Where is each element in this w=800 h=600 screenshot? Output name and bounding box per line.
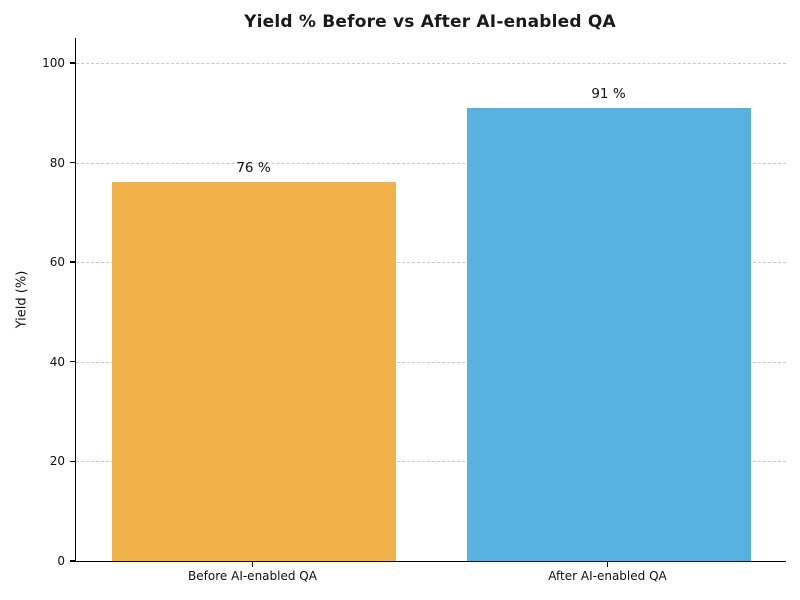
bar-before-ai-enabled-qa xyxy=(111,182,396,561)
y-tick-mark xyxy=(70,560,75,562)
bar-after-ai-enabled-qa xyxy=(466,107,751,561)
x-tick-mark xyxy=(606,562,609,567)
x-tick-label: After AI-enabled QA xyxy=(548,569,667,583)
bar-value-label: 76 % xyxy=(236,160,271,177)
y-tick-label: 0 xyxy=(57,554,65,568)
y-tick-label: 80 xyxy=(49,155,65,170)
gridline xyxy=(76,62,786,64)
plot-area: 76 % 91 % xyxy=(75,38,786,562)
y-tick-label: 20 xyxy=(49,454,65,469)
y-tick-mark xyxy=(70,361,75,363)
y-tick-label: 100 xyxy=(42,55,65,70)
x-tick-mark xyxy=(251,562,254,567)
x-tick-label: Before AI-enabled QA xyxy=(188,569,317,583)
gridline xyxy=(76,461,786,463)
y-tick-mark xyxy=(70,261,75,263)
y-tick-mark xyxy=(70,460,75,463)
y-tick-mark xyxy=(70,62,75,64)
gridline xyxy=(76,361,786,363)
gridline xyxy=(76,262,786,264)
y-tick-mark xyxy=(70,161,75,164)
y-tick-label: 60 xyxy=(49,255,65,270)
bar-value-label: 91 % xyxy=(591,85,626,102)
gridline xyxy=(76,162,786,164)
y-tick-label: 40 xyxy=(49,354,65,369)
chart-title: Yield % Before vs After AI-enabled QA xyxy=(244,12,616,32)
